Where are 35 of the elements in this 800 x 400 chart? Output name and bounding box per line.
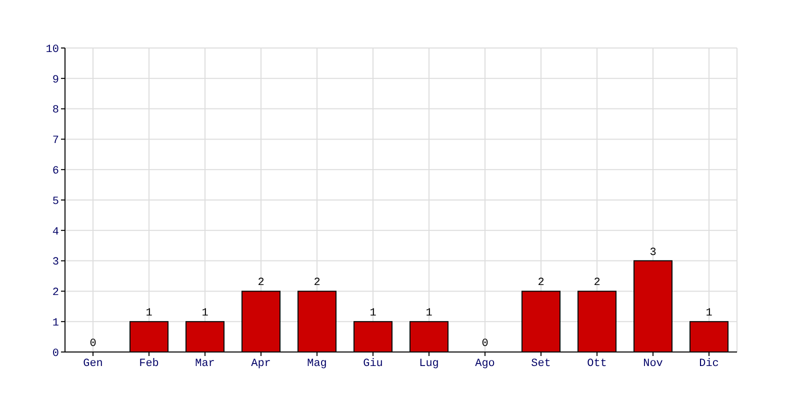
data-label: 2 xyxy=(594,277,600,290)
x-tick-label: Set xyxy=(531,358,551,370)
data-label: 1 xyxy=(202,308,209,320)
x-tick-label: Ago xyxy=(475,358,495,370)
x-tick-label: Ott xyxy=(587,358,607,370)
data-label: 2 xyxy=(258,277,264,290)
y-tick-label: 8 xyxy=(52,104,59,117)
data-label: 3 xyxy=(650,246,656,259)
y-tick-label: 5 xyxy=(52,196,59,208)
x-tick-label: Mar xyxy=(195,358,215,370)
data-label: 1 xyxy=(426,308,433,320)
x-tick-label: Apr xyxy=(251,358,271,370)
x-tick-label: Dic xyxy=(699,358,719,370)
data-label: 2 xyxy=(314,277,320,290)
x-tick-label: Nov xyxy=(643,358,664,370)
y-tick-label: 9 xyxy=(52,74,59,86)
y-tick-label: 10 xyxy=(46,44,59,56)
x-tick-label: Feb xyxy=(139,358,159,370)
data-label: 1 xyxy=(370,308,377,320)
y-tick-label: 1 xyxy=(52,318,60,330)
x-tick-label: Lug xyxy=(419,358,439,370)
x-tick-label: Giu xyxy=(363,358,383,370)
data-label: 0 xyxy=(90,338,96,350)
data-label: 0 xyxy=(482,338,488,350)
y-tick-label: 0 xyxy=(52,348,59,360)
data-label: 1 xyxy=(146,308,153,320)
y-tick-label: 3 xyxy=(52,256,59,269)
x-tick-label: Mag xyxy=(307,358,327,370)
y-tick-label: 4 xyxy=(52,226,60,238)
data-label: 2 xyxy=(538,277,544,290)
data-label: 1 xyxy=(706,308,713,320)
y-tick-label: 7 xyxy=(52,135,59,148)
y-tick-label: 6 xyxy=(52,166,59,178)
y-tick-label: 2 xyxy=(52,287,59,300)
x-tick-label: Gen xyxy=(83,358,103,370)
